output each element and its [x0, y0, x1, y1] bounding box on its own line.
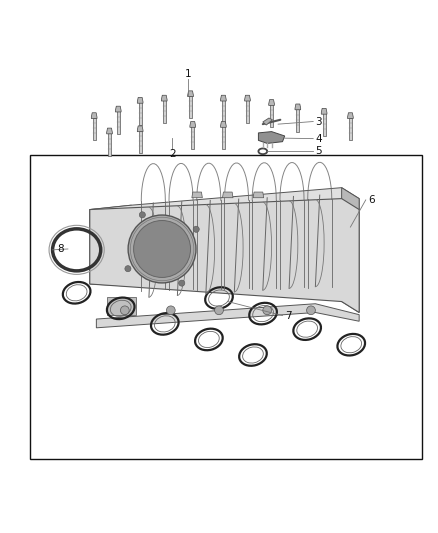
- Bar: [322, 113, 326, 136]
- Text: 7: 7: [285, 311, 291, 320]
- Circle shape: [139, 212, 145, 218]
- Bar: [270, 104, 273, 127]
- Text: 4: 4: [315, 134, 322, 143]
- Bar: [138, 131, 142, 154]
- Bar: [162, 100, 166, 123]
- Bar: [349, 118, 352, 140]
- Bar: [30, 155, 422, 459]
- Polygon shape: [91, 113, 97, 118]
- Polygon shape: [161, 95, 167, 101]
- Bar: [189, 96, 192, 118]
- Bar: [222, 100, 225, 123]
- Polygon shape: [190, 122, 195, 127]
- Bar: [108, 133, 111, 156]
- Polygon shape: [253, 192, 264, 198]
- Ellipse shape: [134, 221, 191, 278]
- Polygon shape: [137, 98, 143, 103]
- Bar: [191, 126, 194, 149]
- Polygon shape: [187, 91, 194, 96]
- Polygon shape: [295, 104, 300, 110]
- Circle shape: [125, 265, 131, 272]
- Polygon shape: [321, 108, 327, 114]
- Text: 6: 6: [368, 195, 374, 205]
- Polygon shape: [107, 297, 136, 314]
- Polygon shape: [244, 95, 250, 101]
- Polygon shape: [269, 100, 274, 106]
- Polygon shape: [116, 106, 121, 112]
- Polygon shape: [221, 122, 226, 127]
- Polygon shape: [96, 304, 359, 328]
- Polygon shape: [90, 205, 131, 286]
- Circle shape: [263, 306, 272, 314]
- Bar: [222, 126, 225, 149]
- Polygon shape: [221, 95, 226, 101]
- Text: 8: 8: [57, 244, 64, 254]
- Bar: [246, 100, 249, 123]
- Text: 1: 1: [185, 69, 192, 79]
- Circle shape: [166, 306, 175, 314]
- Polygon shape: [223, 192, 233, 198]
- Polygon shape: [90, 199, 359, 312]
- Polygon shape: [137, 126, 143, 132]
- Circle shape: [179, 280, 185, 286]
- Circle shape: [215, 306, 223, 314]
- Polygon shape: [106, 128, 112, 134]
- Polygon shape: [348, 113, 353, 118]
- Bar: [93, 118, 95, 140]
- Circle shape: [193, 226, 199, 232]
- Circle shape: [120, 306, 129, 314]
- Circle shape: [307, 306, 315, 314]
- Polygon shape: [90, 188, 359, 223]
- Text: 3: 3: [315, 117, 322, 126]
- Text: 2: 2: [169, 149, 176, 159]
- Polygon shape: [258, 132, 285, 143]
- Bar: [138, 102, 142, 125]
- Polygon shape: [263, 118, 272, 125]
- Ellipse shape: [128, 215, 196, 283]
- Polygon shape: [342, 188, 359, 312]
- Bar: [296, 109, 300, 132]
- Text: 5: 5: [315, 146, 322, 156]
- Bar: [117, 111, 120, 134]
- Polygon shape: [192, 192, 202, 198]
